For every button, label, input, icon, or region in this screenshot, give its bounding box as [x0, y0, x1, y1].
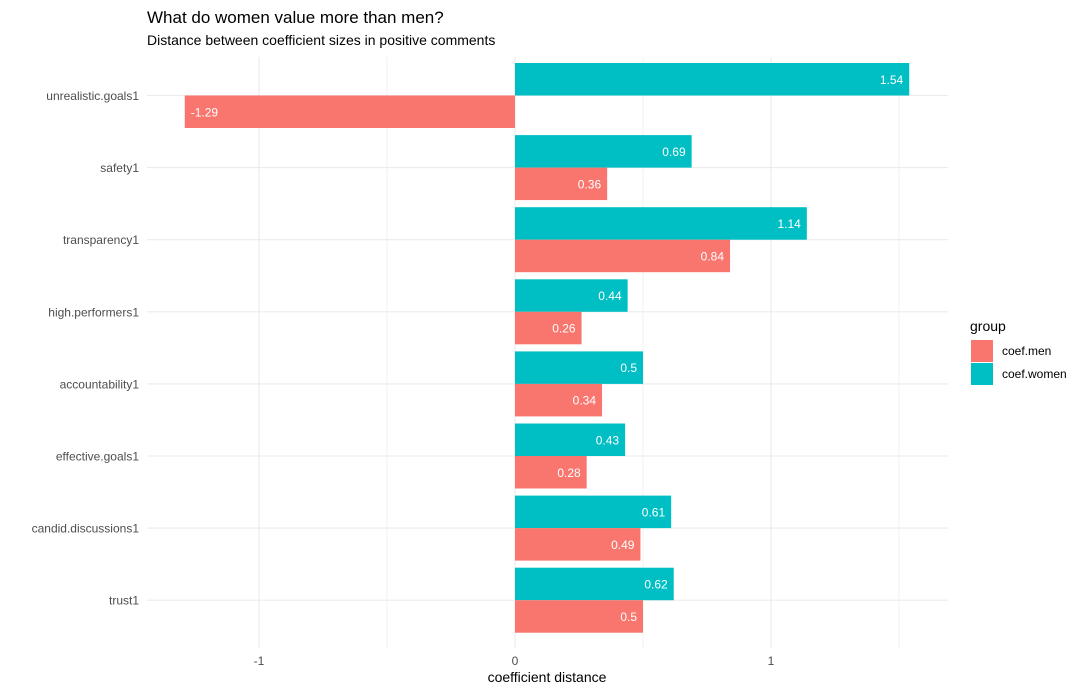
x-tick-label: 1 [768, 654, 775, 668]
y-axis-labels: unrealistic.goals1 safety1 transparency1 hi… [32, 89, 140, 608]
bar-coef-men [515, 528, 641, 561]
legend-label: coef.men [1002, 344, 1051, 358]
legend-key-coef-women [971, 363, 993, 385]
legend-title: group [970, 318, 1006, 334]
bar-coef-women [515, 423, 626, 456]
data-label: 0.5 [620, 361, 637, 375]
x-axis-title: coefficient distance [488, 669, 607, 685]
y-tick-label: accountability1 [60, 377, 140, 391]
data-label: 0.62 [644, 577, 668, 591]
bar-coef-men [515, 239, 731, 273]
y-tick-label: effective.goals1 [56, 450, 139, 464]
data-label: 0.36 [578, 177, 602, 191]
bar-coef-men [515, 167, 608, 201]
bar-coef-men [515, 600, 643, 633]
bars: 1.54 -1.29 0.69 0.36 1.14 0.84 0.44 0.26 0.5 0.34… [184, 63, 910, 633]
bar-coef-men [515, 311, 582, 345]
data-label: 0.43 [596, 433, 620, 447]
y-tick-label: candid.discussions1 [32, 522, 140, 536]
data-label: 0.44 [598, 289, 622, 303]
bar-coef-women [515, 567, 674, 601]
bar-coef-women [515, 351, 643, 384]
data-label: 0.26 [552, 322, 576, 336]
data-label: 0.84 [701, 249, 725, 263]
legend: group coef.men coef.women [970, 318, 1067, 385]
chart-subtitle: Distance between coefficient sizes in po… [147, 32, 495, 48]
y-tick-label: unrealistic.goals1 [46, 89, 139, 103]
data-label: 1.54 [880, 73, 904, 87]
data-label: 0.49 [611, 538, 635, 552]
y-tick-label: safety1 [100, 161, 139, 175]
bar-coef-men [515, 456, 587, 489]
bar-coef-men [515, 383, 603, 417]
y-tick-label: transparency1 [63, 233, 139, 247]
bar-coef-women [515, 495, 672, 529]
bar-coef-men [184, 95, 515, 128]
data-label: 0.5 [620, 610, 637, 624]
data-label: 0.69 [662, 145, 686, 159]
bar-coef-women [515, 63, 910, 96]
legend-label: coef.women [1002, 367, 1067, 381]
data-label: 0.34 [573, 394, 597, 408]
data-label: 1.14 [777, 217, 801, 231]
bar-coef-women [515, 207, 807, 240]
y-tick-label: high.performers1 [48, 305, 139, 319]
chart-title: What do women value more than men? [147, 8, 444, 27]
bar-coef-women [515, 135, 692, 168]
x-tick-label: -1 [254, 654, 265, 668]
x-axis-labels: -1 0 1 [254, 654, 775, 668]
bar-coef-women [515, 279, 628, 312]
x-tick-label: 0 [512, 654, 519, 668]
data-label: 0.28 [557, 466, 581, 480]
legend-key-coef-men [971, 340, 993, 362]
y-tick-label: trust1 [109, 594, 139, 608]
data-label: -1.29 [191, 105, 219, 119]
data-label: 0.61 [642, 505, 666, 519]
